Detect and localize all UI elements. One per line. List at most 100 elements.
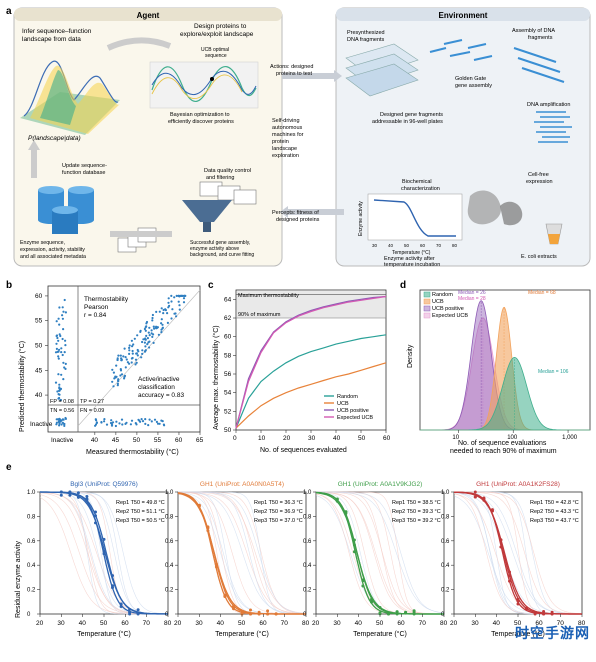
scatter-point xyxy=(145,334,148,337)
agent-header xyxy=(14,8,282,21)
scatter-point xyxy=(160,307,163,310)
ecoli-text: E. coli extracts xyxy=(521,254,557,260)
scatter-point xyxy=(178,308,181,311)
scatter-point xyxy=(55,342,58,345)
scatter-point xyxy=(115,364,118,367)
x-tick-label: 50 xyxy=(133,437,141,444)
density-random xyxy=(420,356,590,431)
scatter-point xyxy=(128,352,131,355)
scatter-point xyxy=(64,362,67,365)
success-text-3: background, and curve fitting xyxy=(190,252,254,258)
scatter-point xyxy=(141,352,144,355)
scatter-point xyxy=(128,346,131,349)
cellfree-text-2: expression xyxy=(526,179,553,185)
legend-label: Random xyxy=(432,292,453,298)
scatter-point xyxy=(120,359,123,362)
y-tick-label: 1.0 xyxy=(27,490,36,496)
scatter-point xyxy=(173,296,176,299)
y-tick-label: 0.6 xyxy=(303,539,312,545)
design-text-2: explore/exploit landscape xyxy=(180,31,254,38)
scatter-point xyxy=(100,421,103,424)
x-tick-label: 60 xyxy=(397,620,405,627)
percepts-text-2: designed proteins xyxy=(276,217,320,223)
scatter-point xyxy=(58,348,61,351)
series-line-expected-ucb xyxy=(235,295,387,429)
scatter-point xyxy=(62,310,65,313)
data-point xyxy=(412,612,416,616)
screen-stack-icon xyxy=(199,181,257,205)
amplified-dna-icon xyxy=(534,111,572,143)
scatter-point xyxy=(57,373,60,376)
assembly-text-1: Assembly of DNA xyxy=(512,28,555,34)
x-tick-label: 55 xyxy=(154,437,162,444)
dq-text-1: Data quality control xyxy=(204,168,251,174)
background-curve xyxy=(178,491,307,615)
scatter-point xyxy=(155,420,158,423)
scatter-point xyxy=(112,371,115,374)
scatter-point xyxy=(58,383,61,386)
scatter-point xyxy=(57,339,60,342)
scatter-point xyxy=(148,326,151,329)
melting-subplot-3: GH1 (UniProt: A0A1V9KJG2) Rep1 T50 = 38.5… xyxy=(303,481,448,638)
scatter-point xyxy=(115,420,118,423)
data-point xyxy=(533,611,537,615)
y-tick-label: 0.8 xyxy=(441,514,450,520)
y-tick-label: 0 xyxy=(165,612,169,618)
y-tick-label: 50 xyxy=(35,343,43,350)
svg-text:protein: protein xyxy=(272,139,289,145)
legend-swatch xyxy=(423,312,431,319)
designed-frag-text-2: addressable in 96-well plates xyxy=(372,119,443,125)
scatter-point xyxy=(56,390,59,393)
panel-c-reference-lines xyxy=(236,294,386,319)
data-point xyxy=(550,610,554,614)
panel-c-series xyxy=(235,295,387,429)
scatter-point xyxy=(141,349,144,352)
scatter-point xyxy=(143,327,146,331)
y-tick-label: 0 xyxy=(441,612,445,618)
scatter-point xyxy=(166,312,169,315)
panel-c-xlabel: No. of sequences evaluated xyxy=(260,447,347,454)
scatter-point xyxy=(134,358,138,361)
scatter-point xyxy=(147,331,150,334)
scatter-point xyxy=(170,300,173,303)
median-random: Median = 106 xyxy=(538,369,569,375)
scatter-point xyxy=(131,345,134,348)
legend-swatch xyxy=(423,298,431,305)
enzyme-text-1: Enzyme sequence, xyxy=(20,240,65,246)
scatter-point xyxy=(63,366,66,369)
legend-label: UCB positive xyxy=(337,408,369,414)
x-tick-label: 65 xyxy=(196,437,204,444)
x-tick-label: 100 xyxy=(507,435,518,441)
data-point xyxy=(499,538,503,542)
tn-text: TN = 0.56 xyxy=(50,408,74,414)
x-tick-label: 50 xyxy=(376,620,384,627)
scatter-point xyxy=(61,317,64,320)
scatter-point xyxy=(175,315,178,318)
scatter-point xyxy=(134,363,137,366)
data-point xyxy=(68,490,72,494)
scatter-point xyxy=(144,338,147,341)
scatter-point xyxy=(58,421,61,424)
inset-ylabel: Enzyme activity xyxy=(358,201,364,236)
panel-b-xticks: Inactive 40 45 50 55 60 65 xyxy=(51,432,204,444)
scatter-point xyxy=(177,300,180,303)
scatter-point xyxy=(131,356,134,360)
inset-tick-label: 70 xyxy=(436,243,442,248)
scatter-point xyxy=(178,304,181,307)
scatter-point xyxy=(59,388,62,391)
y-tick-label: 0.6 xyxy=(27,539,36,545)
y-tick-label: 0 xyxy=(27,612,31,618)
database-icon xyxy=(38,186,94,234)
scatter-point xyxy=(57,397,60,400)
panel-c-ylabel: Average max. thermostability (°C) xyxy=(212,325,220,430)
data-point xyxy=(516,599,520,603)
data-point xyxy=(395,612,399,616)
biochem-text-1: Biochemical xyxy=(402,179,432,185)
x-tick-label: 40 xyxy=(79,620,87,627)
x-tick-label: 50 xyxy=(100,620,108,627)
presynth-text-1: Presynthesized xyxy=(347,30,385,36)
subplot-xlabel: Temperature (°C) xyxy=(77,630,131,638)
panel-b-points xyxy=(54,294,187,428)
panel-b-ylabel: Predicted thermostability (°C) xyxy=(18,341,26,432)
